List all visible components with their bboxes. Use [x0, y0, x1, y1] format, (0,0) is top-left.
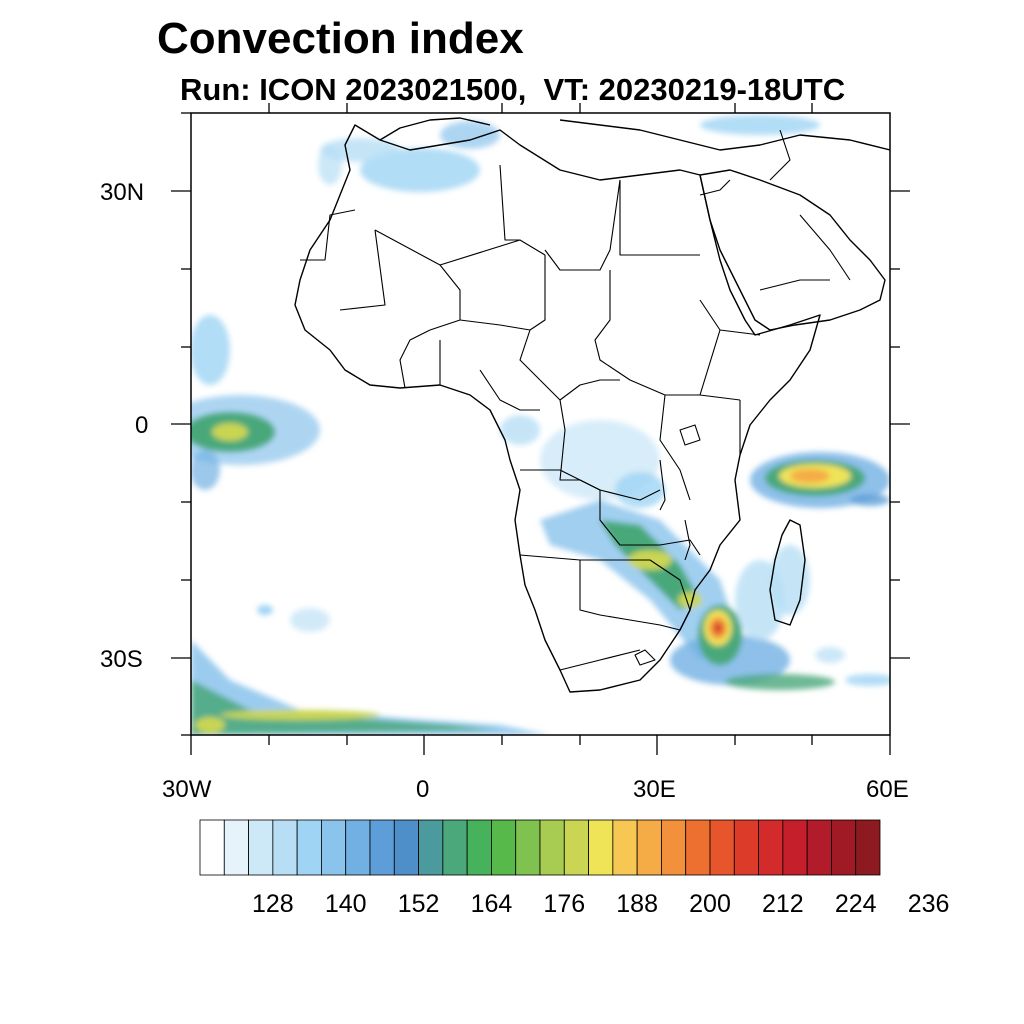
colorbar-swatch: [296, 819, 322, 876]
colorbar-tick-label: 152: [398, 890, 440, 918]
colorbar-swatch: [806, 819, 832, 876]
central-africa-cells: [500, 415, 665, 508]
colorbar-tick-label: 200: [689, 890, 731, 918]
atlantic-equatorial-cell: [191, 315, 320, 490]
colorbar-swatch: [831, 819, 857, 876]
europe-coastline: [379, 117, 890, 151]
colorbar-swatch: [369, 819, 395, 876]
colorbar-tick-label: 212: [762, 890, 804, 918]
colorbar-tick-label: 188: [616, 890, 658, 918]
southwest-indian-wisps: [845, 674, 890, 686]
coastlines-and-borders: [294, 117, 890, 693]
colorbar-swatch: [442, 819, 468, 876]
colorbar: 128 140 152 164 176 188 200 212 224 236: [199, 819, 950, 918]
great-lakes: [659, 424, 701, 561]
colorbar-tick-label: 164: [471, 890, 513, 918]
country-borders: [300, 129, 851, 671]
southern-africa-band: [540, 500, 740, 660]
colorbar-swatch: [563, 819, 589, 876]
colorbar-swatch: [491, 819, 517, 876]
madagascar-cloud: [770, 545, 845, 663]
colorbar-tick-label: 128: [252, 890, 294, 918]
northwest-africa-cloud: [318, 121, 500, 192]
colorbar-swatch: [588, 819, 614, 876]
colorbar-swatch: [345, 819, 371, 876]
mediterranean-cloud: [700, 115, 820, 135]
colorbar-swatch: [466, 819, 492, 876]
southern-ocean-band: [191, 640, 550, 735]
colorbar-swatch: [612, 819, 638, 876]
south-atlantic-wisps: [257, 605, 330, 632]
axis-ticks: [171, 103, 910, 755]
colorbar-swatch: [685, 819, 711, 876]
colorbar-tick-label: 176: [543, 890, 585, 918]
lat-label-30n: 30N: [100, 179, 145, 206]
colorbar-swatch: [733, 819, 759, 876]
colorbar-swatch: [515, 819, 541, 876]
indian-ocean-storm: [750, 452, 890, 508]
colorbar-swatch: [539, 819, 565, 876]
colorbar-tick-label: 140: [325, 890, 367, 918]
colorbar-swatch: [393, 819, 419, 876]
colorbar-swatch: [782, 819, 808, 876]
colorbar-tick-label: 236: [908, 890, 950, 918]
madagascar-coastline: [769, 519, 806, 626]
colorbar-swatch: [223, 819, 249, 876]
lon-label-0: 0: [416, 776, 430, 803]
colorbar-tick-label: 224: [835, 890, 877, 918]
colorbar-swatch: [272, 819, 298, 876]
colorbar-swatch: [248, 819, 274, 876]
map-title: Convection index: [157, 14, 524, 63]
colorbar-swatch: [321, 819, 347, 876]
colorbar-swatch: [709, 819, 735, 876]
colorbar-swatch: [199, 819, 225, 876]
convection-field: [191, 115, 890, 735]
arabian-coastline: [699, 169, 886, 331]
lon-label-60e: 60E: [866, 776, 909, 803]
colorbar-swatch: [758, 819, 784, 876]
lat-label-0: 0: [135, 412, 149, 439]
colorbar-swatch: [661, 819, 687, 876]
map-subtitle: Run: ICON 2023021500, VT: 20230219-18UTC: [180, 72, 846, 107]
colorbar-swatch: [855, 819, 881, 876]
colorbar-swatch: [418, 819, 444, 876]
lon-label-30e: 30E: [633, 776, 676, 803]
colorbar-swatch: [636, 819, 662, 876]
lon-label-30w: 30W: [162, 776, 212, 803]
lat-label-30s: 30S: [100, 646, 143, 673]
